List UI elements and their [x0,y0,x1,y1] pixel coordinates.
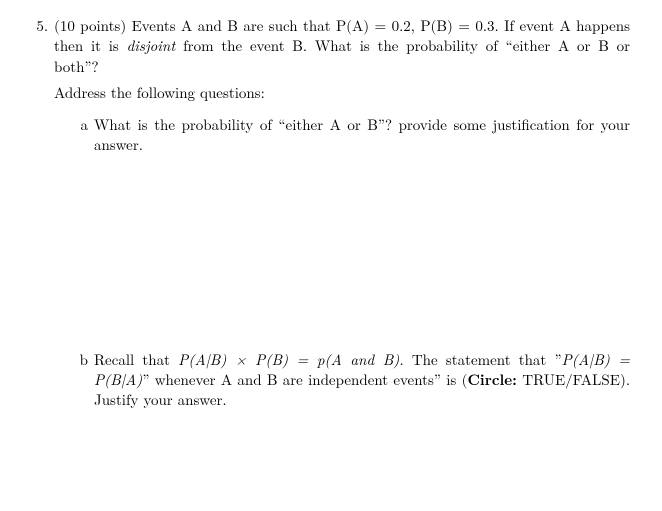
part-b-label: b [70,350,94,370]
part-a-label: a [70,115,94,135]
question-number: 5. [24,16,54,36]
circle-label: Circle: [467,369,517,390]
part-a: a What is the probability of “either A o… [70,115,630,156]
part-b-eq1: P(A|B) × P(B) = p(A and B) [178,349,399,370]
exam-page: 5. (10 points) Events A and B are such t… [0,0,662,426]
question-body: (10 points) Events A and B are such that… [54,16,630,77]
part-b-mid1: . The statement that ” [399,349,561,370]
part-b-mid2: ” whenever A and B are independent event… [142,369,467,390]
part-b-pre: Recall that [94,349,178,370]
question-row: 5. (10 points) Events A and B are such t… [24,16,630,77]
disjoint-word: disjoint [127,35,176,56]
part-a-text: What is the probability of “either A or … [94,115,630,156]
address-line: Address the following questions: [54,83,630,103]
part-b-text: Recall that P(A|B) × P(B) = p(A and B). … [94,350,630,411]
part-b: b Recall that P(A|B) × P(B) = p(A and B)… [70,350,630,411]
